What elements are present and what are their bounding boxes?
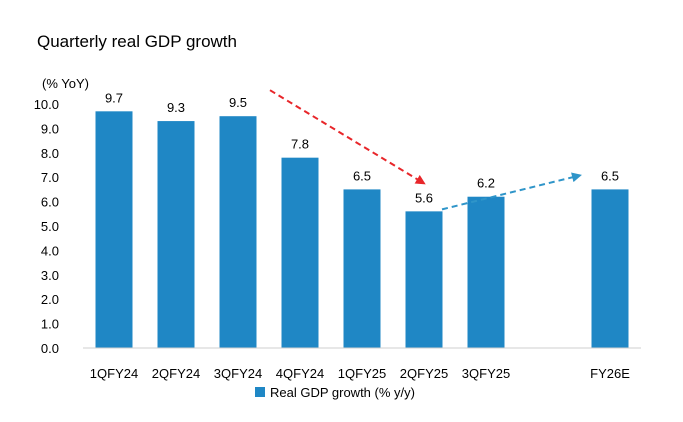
legend-label: Real GDP growth (% y/y) xyxy=(270,385,415,400)
chart-title: Quarterly real GDP growth xyxy=(37,32,237,51)
x-tick-label: 3QFY24 xyxy=(214,366,262,381)
data-label: 9.3 xyxy=(167,100,185,115)
y-tick-label: 9.0 xyxy=(41,121,59,136)
recovery-trend-arrow xyxy=(441,172,582,211)
data-label: 9.5 xyxy=(229,95,247,110)
legend-swatch xyxy=(255,387,265,397)
x-tick-label: 2QFY24 xyxy=(152,366,200,381)
data-label: 7.8 xyxy=(291,137,309,152)
data-label: 9.7 xyxy=(105,90,123,105)
x-axis: 1QFY24 2QFY24 3QFY24 4QFY24 1QFY25 2QFY25 3QFY… xyxy=(90,366,630,381)
data-label: 6.5 xyxy=(353,168,371,183)
y-tick-label: 5.0 xyxy=(41,219,59,234)
y-tick-label: 4.0 xyxy=(41,243,59,258)
data-label: 6.2 xyxy=(477,176,495,191)
bar xyxy=(219,116,257,348)
x-tick-label: 3QFY25 xyxy=(462,366,510,381)
y-tick-label: 10.0 xyxy=(34,97,59,112)
y-tick-label: 2.0 xyxy=(41,292,59,307)
bar xyxy=(591,189,629,348)
data-label: 6.5 xyxy=(601,168,619,183)
bars xyxy=(95,111,629,348)
bar xyxy=(281,157,319,348)
bar xyxy=(343,189,381,348)
x-tick-label: 4QFY24 xyxy=(276,366,324,381)
legend: Real GDP growth (% y/y) xyxy=(255,385,415,400)
x-tick-label: 1QFY24 xyxy=(90,366,138,381)
y-unit-label: (% YoY) xyxy=(42,76,89,91)
bar xyxy=(157,121,195,348)
y-tick-label: 0.0 xyxy=(41,341,59,356)
x-tick-label: 2QFY25 xyxy=(400,366,448,381)
bar xyxy=(95,111,133,348)
y-tick-label: 7.0 xyxy=(41,170,59,185)
x-tick-label: 1QFY25 xyxy=(338,366,386,381)
bar xyxy=(405,211,443,348)
y-tick-label: 6.0 xyxy=(41,195,59,210)
trend-arrows xyxy=(269,89,582,211)
y-tick-label: 8.0 xyxy=(41,146,59,161)
data-label: 5.6 xyxy=(415,190,433,205)
data-labels: 9.7 9.3 9.5 7.8 6.5 5.6 6.2 6.5 xyxy=(105,90,619,205)
y-axis: 0.0 1.0 2.0 3.0 4.0 5.0 6.0 7.0 8.0 9.0 10.0 xyxy=(34,97,59,356)
bar xyxy=(467,196,505,348)
y-tick-label: 3.0 xyxy=(41,268,59,283)
y-tick-label: 1.0 xyxy=(41,317,59,332)
x-tick-label: FY26E xyxy=(590,366,630,381)
